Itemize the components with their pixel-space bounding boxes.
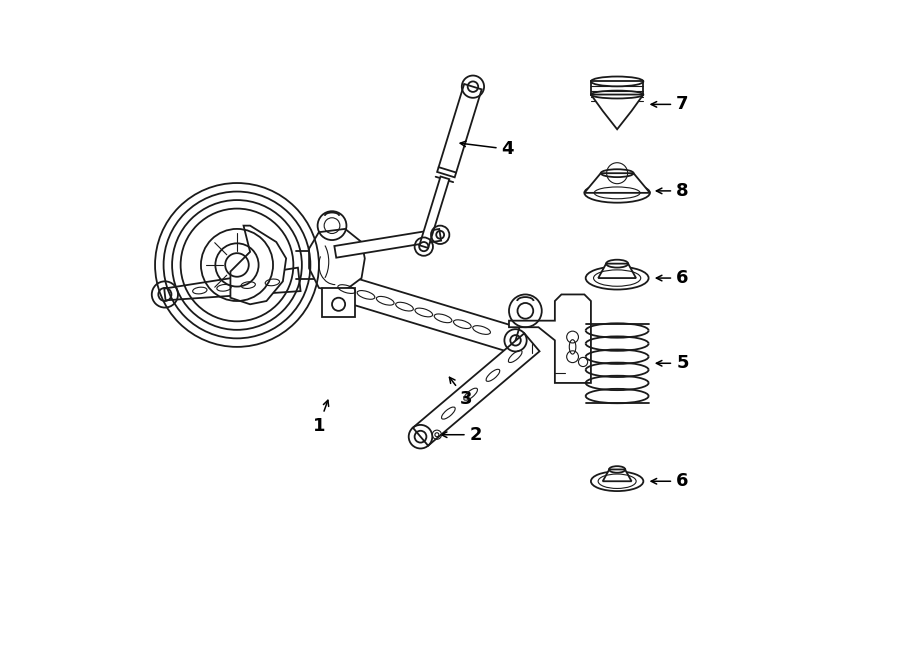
Polygon shape	[591, 95, 644, 130]
Text: 6: 6	[651, 472, 688, 490]
Polygon shape	[164, 268, 301, 300]
Polygon shape	[309, 229, 365, 292]
Polygon shape	[296, 251, 328, 280]
Polygon shape	[413, 333, 540, 446]
Text: 3: 3	[449, 377, 473, 408]
Text: 7: 7	[651, 95, 688, 114]
Polygon shape	[322, 288, 355, 317]
Polygon shape	[419, 176, 449, 248]
Text: 6: 6	[656, 269, 688, 287]
Polygon shape	[584, 173, 650, 193]
Text: 4: 4	[460, 140, 514, 158]
Polygon shape	[230, 225, 286, 304]
Polygon shape	[437, 84, 482, 177]
Text: 8: 8	[656, 182, 688, 200]
Polygon shape	[335, 229, 441, 258]
Polygon shape	[598, 264, 636, 278]
Polygon shape	[509, 294, 591, 383]
Polygon shape	[591, 81, 644, 95]
Text: 5: 5	[656, 354, 688, 372]
Polygon shape	[328, 272, 519, 353]
Text: 1: 1	[312, 401, 328, 434]
Text: 2: 2	[441, 426, 482, 444]
Polygon shape	[603, 469, 632, 481]
